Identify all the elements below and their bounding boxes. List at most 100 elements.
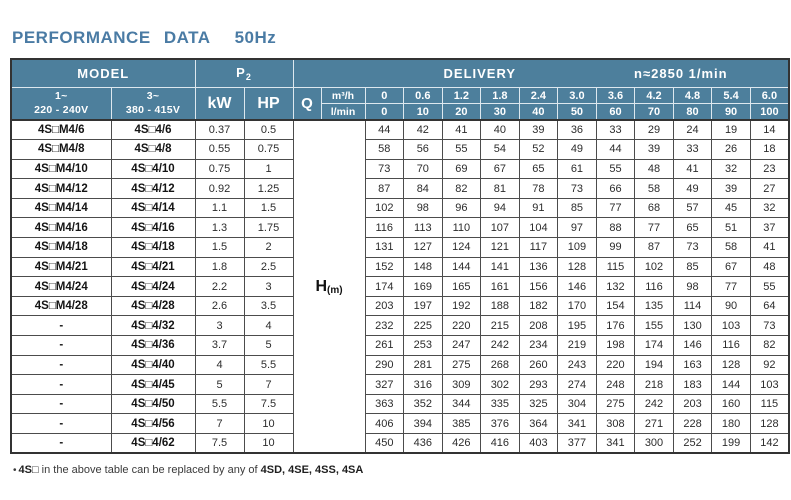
head-value-cell: 194 [634, 354, 674, 376]
head-value-cell: 128 [749, 413, 790, 434]
frequency-label: 50Hz [234, 28, 277, 47]
head-value-cell: 152 [364, 256, 405, 278]
head-value-cell: 203 [364, 295, 405, 317]
head-value-cell: 85 [672, 256, 713, 278]
table-row: -4S□4/62 7.5 10 450 436 426 416 403 377 341 300 252… [10, 433, 790, 454]
model-single-phase-cell: 4S□M4/6 [10, 119, 112, 141]
head-value-cell: 41 [749, 237, 790, 258]
single-phase-header: 1~ 220 - 240V [10, 87, 112, 121]
head-value-cell: 24 [672, 119, 713, 141]
model-three-phase-cell: 4S□4/16 [110, 217, 196, 239]
table-row: 4S□M4/6 4S□4/6 0.37 0.5 H(m) 44 42 41 40 39 36 33 29… [10, 118, 790, 454]
model-three-phase-cell: 4S□4/6 [110, 119, 196, 141]
p2-label: P [236, 65, 246, 80]
head-value-cell: 174 [364, 276, 405, 297]
head-value-cell: 364 [518, 413, 559, 434]
flow-m3h-value: 3.0 [557, 87, 597, 104]
head-value-cell: 56 [403, 139, 443, 160]
head-value-cell: 102 [364, 197, 405, 219]
flow-m3h-value: 4.2 [634, 87, 674, 104]
head-value-cell: 66 [595, 178, 636, 199]
head-value-cell: 107 [480, 217, 520, 239]
head-value-cell: 116 [711, 335, 751, 356]
head-value-cell: 169 [403, 276, 443, 297]
hp-value-cell: 3 [243, 276, 294, 297]
model-single-phase-cell: - [10, 315, 112, 337]
head-value-cell: 141 [480, 256, 520, 278]
head-value-cell: 87 [364, 178, 405, 199]
flow-lmin-value: 40 [518, 103, 559, 121]
table-row: -4S□4/56 7 10 406 394 385 376 364 341 308 271 228 18… [10, 413, 790, 434]
head-value-cell: 135 [634, 295, 674, 317]
table-row: 4S□M4/18 4S□4/18 1.5 2 131 127 124 121 117 109 99 8… [10, 237, 790, 258]
table-row: 4S□M4/21 4S□4/21 1.8 2.5 152 148 144 141 136 128 1… [10, 256, 790, 278]
head-value-cell: 203 [672, 393, 713, 415]
flow-m3h-value: 4.8 [672, 87, 713, 104]
head-value-cell: 14 [749, 119, 790, 141]
head-value-cell: 220 [595, 354, 636, 376]
page-title-text: PERFORMANCE DATA [12, 28, 211, 47]
head-value-cell: 55 [595, 158, 636, 180]
kw-value-cell: 2.2 [194, 276, 245, 297]
model-three-phase-cell: 4S□4/62 [110, 433, 196, 454]
model-three-phase-cell: 4S□4/8 [110, 139, 196, 160]
single-phase-voltage: 220 - 240V [34, 103, 89, 116]
head-value-cell: 271 [634, 413, 674, 434]
head-value-cell: 198 [595, 335, 636, 356]
head-value-cell: 77 [634, 217, 674, 239]
head-value-cell: 128 [557, 256, 597, 278]
head-value-cell: 124 [441, 237, 482, 258]
head-value-cell: 352 [403, 393, 443, 415]
head-value-cell: 98 [403, 197, 443, 219]
head-value-cell: 33 [595, 119, 636, 141]
head-value-cell: 58 [711, 237, 751, 258]
model-three-phase-cell: 4S□4/40 [110, 354, 196, 376]
head-value-cell: 81 [480, 178, 520, 199]
head-value-cell: 436 [403, 433, 443, 454]
model-three-phase-cell: 4S□4/45 [110, 374, 196, 395]
head-value-cell: 302 [480, 374, 520, 395]
hp-header: HP [243, 87, 294, 121]
head-value-cell: 344 [441, 393, 482, 415]
head-value-cell: 376 [480, 413, 520, 434]
kw-header: kW [194, 87, 245, 121]
head-value-cell: 102 [634, 256, 674, 278]
table-row: -4S□4/50 5.5 7.5 363 352 344 335 325 304 275 242 20… [10, 393, 790, 415]
head-value-cell: 154 [595, 295, 636, 317]
model-three-phase-cell: 4S□4/28 [110, 295, 196, 317]
head-value-cell: 218 [634, 374, 674, 395]
head-value-cell: 40 [480, 119, 520, 141]
flow-lmin-value: 10 [403, 103, 443, 121]
head-value-cell: 68 [634, 197, 674, 219]
head-value-cell: 44 [595, 139, 636, 160]
head-value-cell: 309 [441, 374, 482, 395]
kw-value-cell: 0.55 [194, 139, 245, 160]
flow-lmin-value: 80 [672, 103, 713, 121]
flow-m3h-value: 2.4 [518, 87, 559, 104]
head-meters-label: H(m) [292, 118, 366, 454]
head-value-cell: 73 [749, 315, 790, 337]
head-value-cell: 41 [441, 119, 482, 141]
three-phase-header: 3~ 380 - 415V [110, 87, 196, 121]
table-row: -4S□4/40 4 5.5 290 281 275 268 260 243 220 194 163 1… [10, 354, 790, 376]
lmin-unit-label: l/min [320, 103, 366, 121]
model-three-phase-cell: 4S□4/14 [110, 197, 196, 219]
head-value-cell: 127 [403, 237, 443, 258]
model-three-phase-cell: 4S□4/21 [110, 256, 196, 278]
kw-value-cell: 7 [194, 413, 245, 434]
head-value-cell: 37 [749, 217, 790, 239]
flow-m3h-value: 0 [364, 87, 405, 104]
model-three-phase-cell: 4S□4/56 [110, 413, 196, 434]
speed-label: n≈2850 1/min [634, 66, 728, 81]
head-value-cell: 148 [403, 256, 443, 278]
model-single-phase-cell: 4S□M4/18 [10, 237, 112, 258]
head-value-cell: 132 [595, 276, 636, 297]
head-value-cell: 215 [480, 315, 520, 337]
hp-value-cell: 2 [243, 237, 294, 258]
head-value-cell: 65 [672, 217, 713, 239]
table-row: -4S□4/36 3.7 5 261 253 247 242 234 219 198 174 146 1… [10, 335, 790, 356]
head-value-cell: 67 [711, 256, 751, 278]
model-single-phase-cell: 4S□M4/14 [10, 197, 112, 219]
head-value-cell: 32 [749, 197, 790, 219]
head-value-cell: 51 [711, 217, 751, 239]
